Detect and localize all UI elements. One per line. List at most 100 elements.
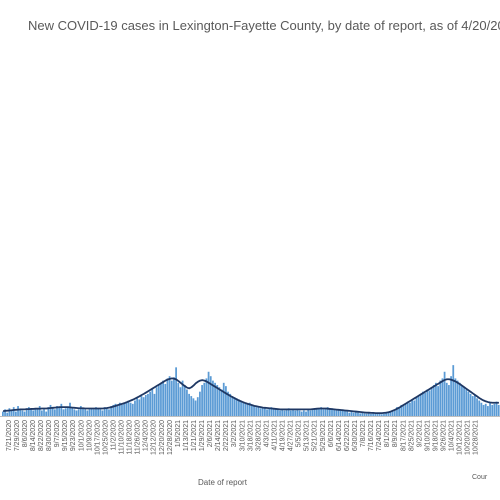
bar [456,380,459,416]
bar [385,413,388,416]
bar [253,406,255,416]
bar [255,407,258,416]
bar [49,404,52,416]
bar [199,391,201,416]
x-tick-label: 9/15/2020 [62,420,69,451]
bar [194,400,197,416]
bar [359,413,362,416]
bar [465,389,468,416]
bar [90,408,93,416]
bar [419,393,422,416]
x-tick-label: 10/1/2020 [78,420,85,451]
bar [266,409,268,416]
bar [123,403,126,416]
bar [270,407,273,416]
bar [225,386,227,416]
bar [476,398,478,416]
x-tick-label: 7/21/2020 [6,420,13,451]
bar [396,407,398,416]
bar [170,380,173,416]
bar [188,393,190,416]
bar [493,403,496,416]
bar [428,390,431,416]
bar [151,389,154,416]
bar [318,408,320,416]
bar [186,389,188,416]
bar [387,412,390,416]
bar [246,403,249,416]
bar [484,403,487,416]
x-tick-label: 10/25/2020 [102,420,109,455]
x-tick-label: 12/20/2020 [159,420,166,455]
bar [352,412,355,416]
bar [45,411,48,416]
bar [92,409,95,416]
x-tick-label: 9/10/2021 [424,420,431,451]
bar [118,402,121,416]
bar [134,400,136,416]
x-tick-label: 3/18/2021 [247,420,254,451]
bar [491,404,494,416]
bar [482,404,485,416]
bar [424,392,426,416]
bar [53,409,56,416]
bar [64,408,67,416]
bar [240,400,242,416]
bar [281,409,284,416]
bar [233,397,236,416]
bar [415,397,418,416]
x-tick-label: 3/28/2021 [255,420,262,451]
bar [17,406,19,416]
bar [292,409,294,416]
bar [406,401,409,416]
bar [322,409,325,416]
bar [138,399,141,416]
bar [471,396,474,416]
x-tick-label: 11/18/2020 [127,420,134,455]
bar [47,407,50,416]
x-tick-label: 4/3/2021 [263,420,270,447]
bar [305,411,307,416]
bar [409,402,411,416]
bar [259,408,262,416]
x-tick-label: 8/14/2020 [30,420,37,451]
x-tick-label: 4/27/2021 [288,420,295,451]
x-tick-label: 9/7/2020 [54,420,61,447]
x-tick-label: 12/12/2020 [151,420,158,455]
bar [443,371,446,416]
bar [404,403,407,416]
bar [372,413,375,416]
bar [4,409,6,416]
bar [177,382,180,416]
bar [458,382,461,416]
bar [426,389,429,416]
bar [129,402,132,416]
bar [328,409,331,416]
bar [437,386,439,416]
bar [201,385,203,416]
x-tick-label: 8/17/2021 [400,420,407,451]
bar [164,383,167,416]
bar [82,408,84,416]
bar [300,411,303,416]
bar [73,409,76,416]
bar [108,409,110,416]
bar [341,409,344,416]
bar [497,404,500,416]
x-tick-label: 9/23/2020 [70,420,77,451]
bar [203,382,206,416]
bar [238,399,240,416]
bar [173,377,175,416]
bar [374,413,377,416]
x-tick-label: 6/14/2021 [336,420,343,451]
bar [14,411,17,416]
x-tick-label: 1/5/2021 [175,420,182,447]
bar [445,382,448,416]
bar [261,407,264,416]
x-tick-label: 8/30/2020 [46,420,53,451]
bar [227,391,229,416]
bar [279,410,281,416]
x-tick-label: 8/9/2021 [392,420,399,447]
x-tick-label: 4/19/2021 [280,420,287,451]
bar [361,412,364,416]
